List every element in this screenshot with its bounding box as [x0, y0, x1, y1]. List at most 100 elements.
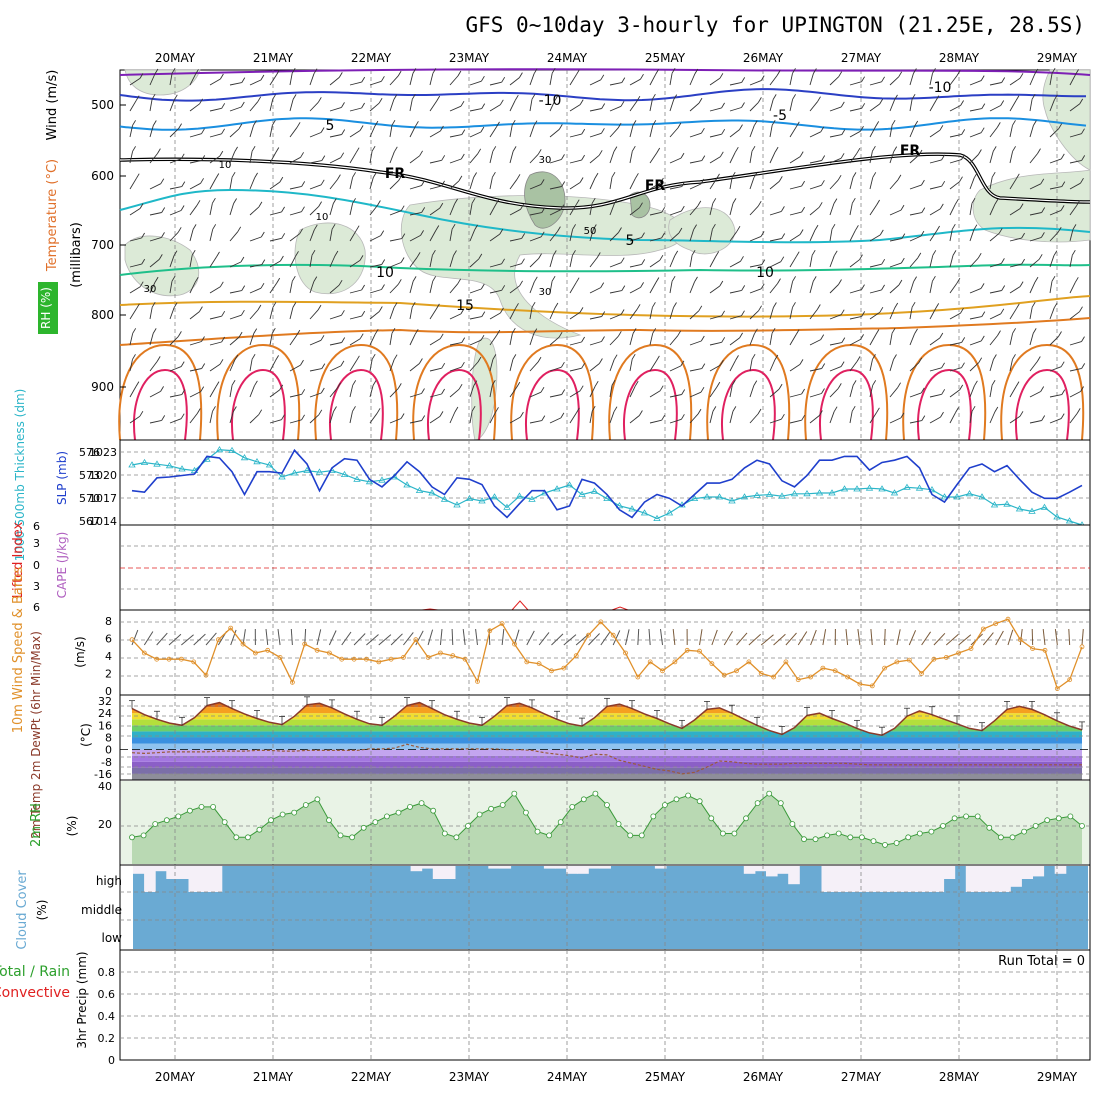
wind-barb [929, 230, 937, 242]
wind-barb-flag [792, 68, 796, 74]
wind-barb-flag [837, 383, 842, 389]
wind-barb [449, 75, 459, 86]
wind-barb [349, 260, 361, 268]
wind-barb-flag [792, 276, 796, 282]
wind-barb-flag [561, 154, 565, 160]
wind-barb [169, 210, 182, 216]
wind-barb-flag [514, 94, 519, 101]
wind-barb [1009, 178, 1017, 190]
x-tick-label: 22MAY [351, 1070, 392, 1084]
wind-barb-flag [135, 381, 140, 387]
wind-barb [309, 339, 322, 346]
wind-barb-flag [221, 310, 226, 317]
wind-barb-flag [233, 406, 237, 412]
wind-barb [129, 178, 137, 190]
wind-barb [849, 152, 858, 164]
wind-speed-point [783, 659, 789, 665]
wind-barb [689, 368, 702, 372]
wind-barb-flag [1060, 153, 1065, 160]
wind-barb [409, 185, 422, 190]
wind-barb [209, 386, 217, 398]
wind-barb [249, 236, 262, 242]
x-tick-label: 27MAY [841, 51, 882, 65]
wind-barb [329, 342, 342, 346]
wind-barb [809, 281, 814, 294]
wind-barb [849, 259, 860, 268]
wind-barb-flag [935, 95, 940, 101]
wind-barb [909, 99, 913, 112]
thickness-point [278, 473, 286, 480]
wind-barb [689, 255, 693, 268]
wind-barb [509, 179, 518, 190]
wind-speed-point [277, 655, 283, 660]
wind-barb [409, 99, 413, 112]
wind-barb [637, 628, 640, 646]
wind-barb [709, 156, 721, 164]
wind-barb-flag [1081, 155, 1086, 161]
wind-barb [1009, 151, 1014, 164]
wind-barb-flag [141, 258, 146, 265]
wind-barb-flag [480, 283, 485, 290]
wind-speed-point [203, 672, 209, 678]
wind-barb-flag [381, 284, 385, 290]
wind-barb [884, 628, 886, 646]
rh-point [395, 809, 402, 816]
wind-barb-flag [1038, 254, 1043, 260]
series [129, 616, 1085, 691]
rh-point [986, 824, 993, 831]
wind-barb-flag [416, 252, 421, 258]
y-tick-label: -8 [101, 756, 112, 769]
wind-barb-flag [741, 102, 745, 108]
wind-barb [729, 337, 740, 346]
wind-barb [349, 81, 362, 86]
wind-barb-flag [481, 75, 485, 82]
wind-barb-flag [233, 198, 237, 204]
wind-barb [649, 237, 662, 242]
wind-barb-flag [132, 120, 136, 126]
wind-barb [309, 132, 322, 138]
wind-barb-flag [241, 77, 246, 83]
thickness-point [828, 489, 836, 496]
wind-barb [1009, 386, 1017, 398]
rh-point [1055, 815, 1062, 822]
wind-barb-flag [841, 337, 846, 343]
y-tick-label: 6 [33, 601, 40, 614]
temp-band [132, 743, 1082, 750]
wind-barb [349, 360, 357, 372]
wind-barb [810, 629, 817, 646]
wind-barb-flag [980, 75, 985, 81]
high-cloud-gap [599, 866, 611, 869]
wind-barb [509, 151, 514, 164]
wind-barb-flag [701, 127, 705, 134]
wind-barb [609, 82, 622, 86]
rh-point [152, 821, 159, 827]
wind-barb-flag [875, 329, 880, 335]
wind-speed-point [586, 632, 591, 638]
wind-barb [549, 366, 562, 372]
wind-barb-flag [719, 280, 724, 287]
y-tick-label: 2 [105, 668, 112, 681]
wind-barb [209, 178, 217, 190]
wind-barb-flag [241, 309, 245, 316]
wind-barb-flag [338, 279, 343, 286]
wind-barb-flag [361, 310, 366, 317]
wind-barb-flag [237, 226, 242, 233]
wind-barb-flag [301, 414, 305, 421]
wind-speed-point [1067, 677, 1073, 683]
x-tick-label: 23MAY [449, 1070, 490, 1084]
wind-barb [1042, 629, 1046, 646]
thickness-point [890, 489, 899, 496]
wind-barb-flag [941, 154, 945, 161]
wind-barb [669, 255, 676, 268]
wind-barb [469, 288, 482, 294]
wind-barb-flag [1072, 224, 1077, 230]
wind-barb-flag [352, 172, 356, 178]
wind-barb [769, 333, 773, 346]
grid [120, 610, 1090, 695]
wind-barb [1068, 628, 1071, 646]
wind-barb [429, 159, 442, 164]
wind-barb [149, 361, 158, 372]
wind-barb-flag [301, 181, 306, 187]
wind-barb-flag [731, 379, 736, 386]
